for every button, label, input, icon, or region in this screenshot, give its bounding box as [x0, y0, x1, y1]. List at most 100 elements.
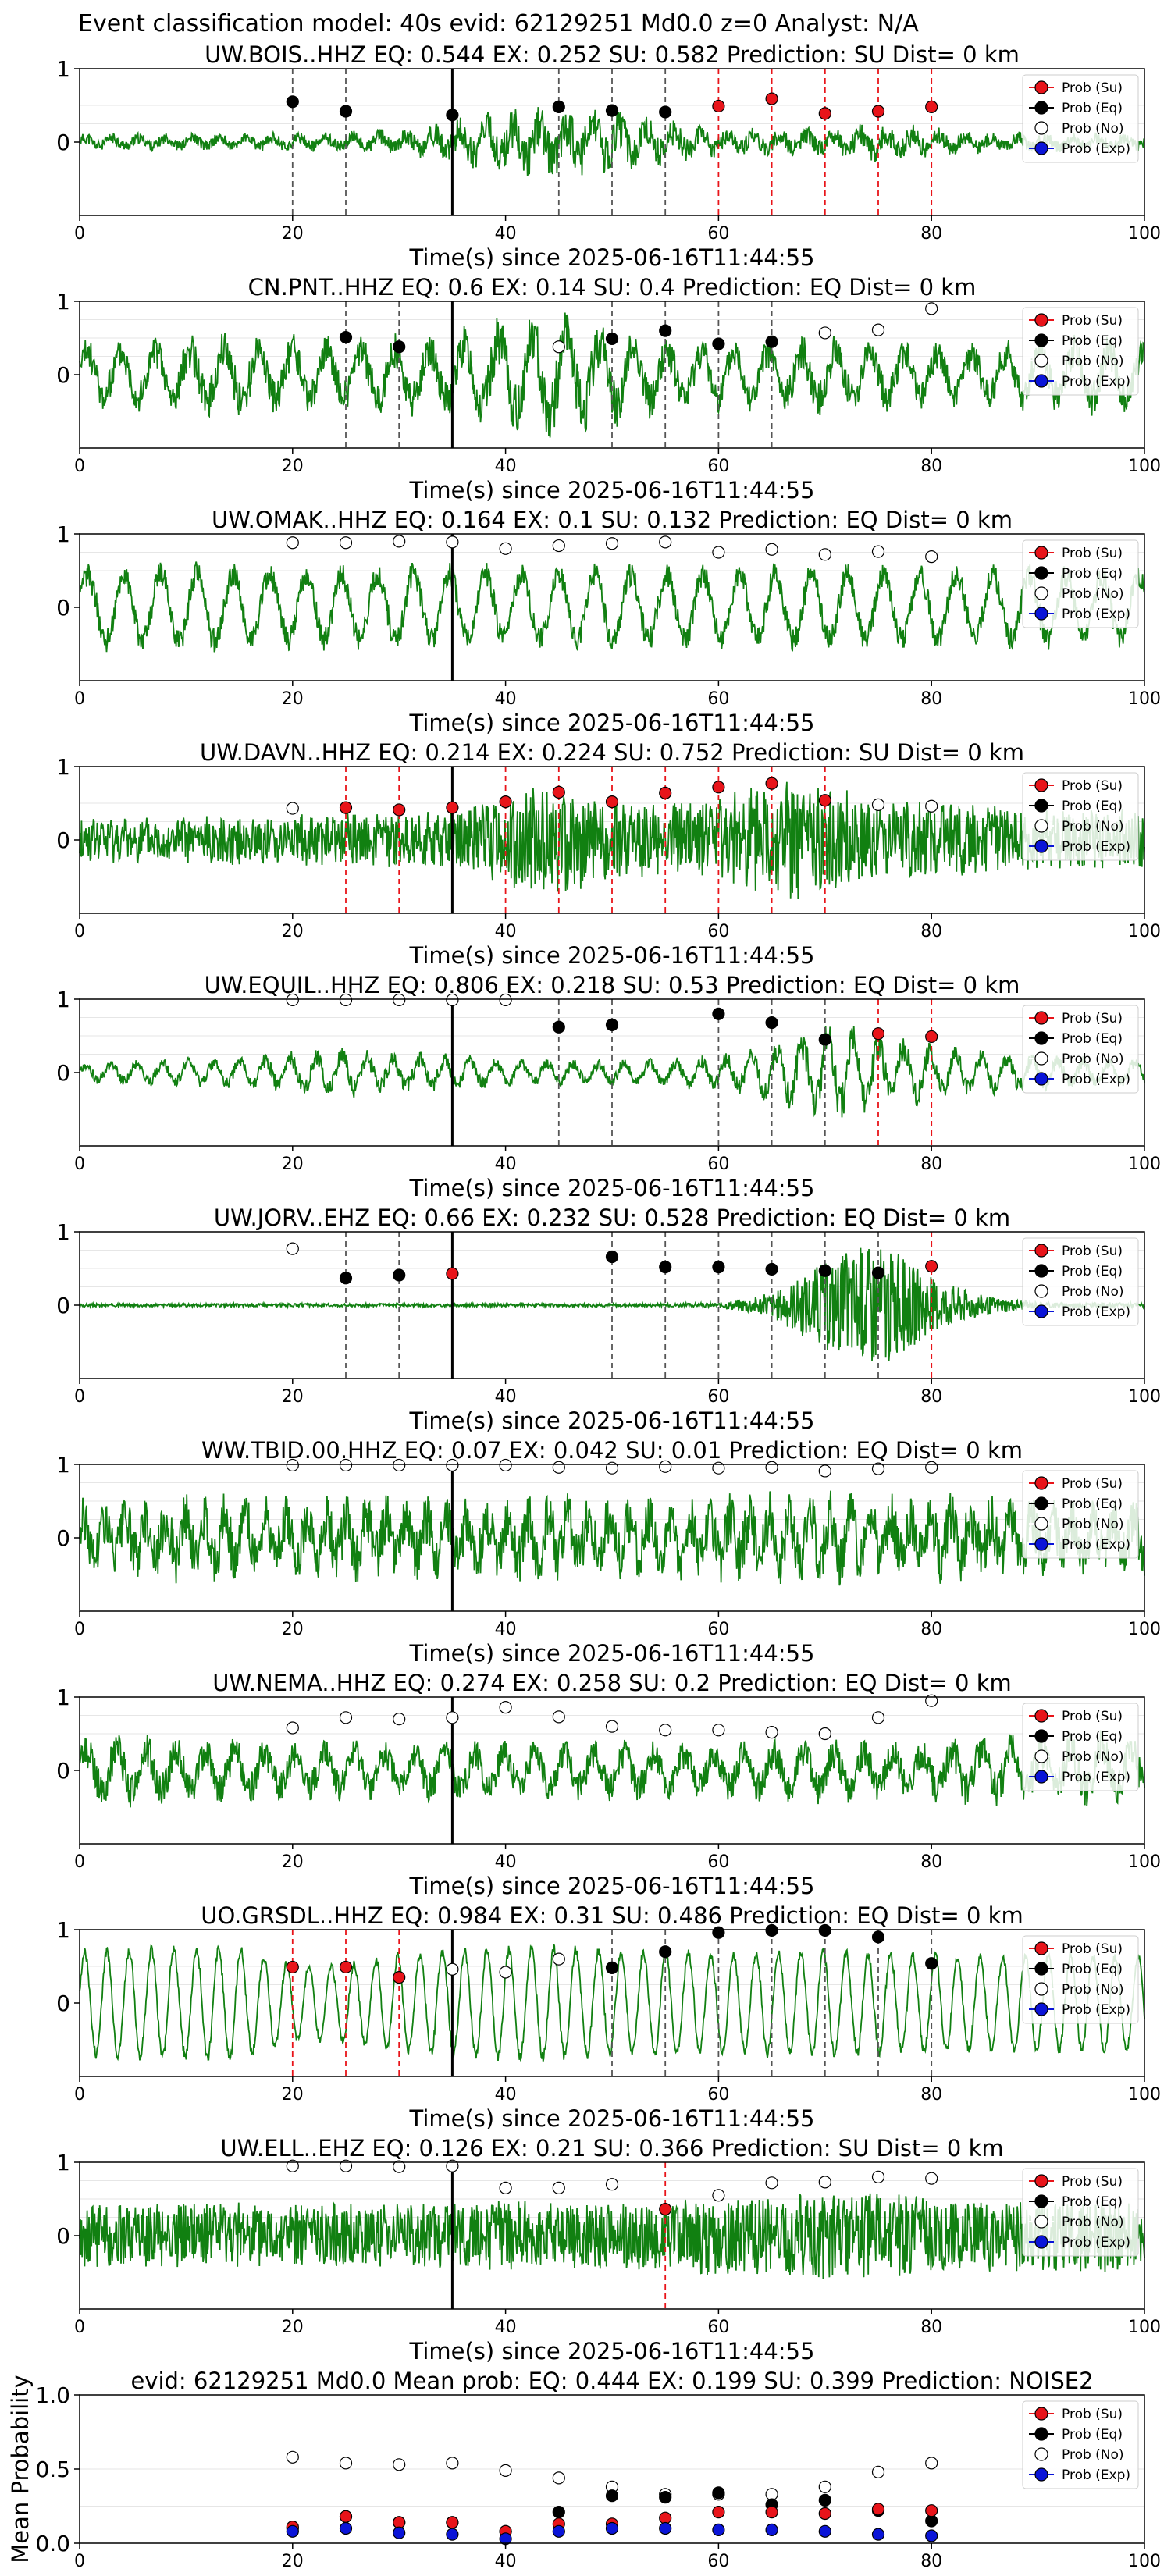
mean-marker-eq	[712, 2486, 725, 2500]
x-tick-label: 40	[495, 2085, 517, 2105]
prob-marker-no	[339, 1458, 353, 1472]
x-tick-label: 20	[282, 2318, 304, 2337]
x-axis-label: Time(s) since 2025-06-16T11:44:55	[409, 1640, 815, 1667]
prob-marker-su	[712, 781, 725, 794]
prob-marker-no	[393, 1713, 406, 1726]
prob-marker-eq	[818, 1923, 831, 1937]
prob-marker-no	[393, 2160, 406, 2173]
prob-marker-eq	[605, 1961, 619, 1974]
legend-frame	[1022, 2168, 1139, 2257]
mean-panel: 0 20 40 60 80 100 1.0 0.5 0.0 evid: 62129251 Md0.…	[7, 2368, 1161, 2571]
x-tick-label: 60	[707, 2552, 729, 2571]
mean-marker-su	[925, 2504, 938, 2517]
mean-marker-no	[552, 2471, 565, 2485]
mean-marker-no	[286, 2450, 299, 2464]
prob-marker-no	[499, 1966, 512, 1979]
prob-marker-no	[286, 993, 299, 1007]
prob-marker-no	[446, 993, 459, 1007]
legend-marker-no	[1034, 1517, 1048, 1531]
legend-marker-exp	[1034, 1537, 1048, 1551]
legend-marker-su	[1034, 1941, 1048, 1955]
prob-marker-no	[446, 2159, 459, 2172]
prob-marker-eq	[765, 1016, 778, 1030]
prob-marker-no	[871, 1462, 885, 1475]
panel-title: UW.OMAK..HHZ EQ: 0.164 EX: 0.1 SU: 0.132…	[212, 507, 1013, 533]
legend-marker-su	[1034, 80, 1048, 94]
legend-marker-exp	[1034, 374, 1048, 388]
panel-title: UO.GRSDL..HHZ EQ: 0.984 EX: 0.31 SU: 0.4…	[201, 1902, 1023, 1929]
panel-title: UW.NEMA..HHZ EQ: 0.274 EX: 0.258 SU: 0.2…	[212, 1670, 1012, 1696]
legend-label-exp: Prob (Exp)	[1062, 607, 1130, 622]
legend-frame	[1022, 307, 1139, 396]
prob-marker-no	[712, 1461, 725, 1475]
legend: Prob (Su) Prob (Eq) Prob (No) Prob (Exp)	[1022, 539, 1139, 628]
y-tick-label: 1	[56, 754, 70, 780]
legend: Prob (Su) Prob (Eq) Prob (No) Prob (Exp)	[1022, 74, 1139, 163]
mean-marker-eq	[818, 2493, 831, 2507]
prob-marker-su	[871, 105, 885, 118]
prob-marker-eq	[659, 1945, 672, 1959]
legend: Prob (Su) Prob (Eq) Prob (No) Prob (Exp)	[1022, 2400, 1139, 2489]
x-tick-label: 40	[495, 689, 517, 709]
x-tick-label: 20	[282, 457, 304, 476]
mean-marker-no	[818, 2480, 831, 2493]
panel-2: 0 20 40 60 80 100 1 0 UW.OMAK..HHZ EQ: 0.164 EX:…	[56, 507, 1161, 736]
legend-marker-su	[1034, 1476, 1048, 1490]
prob-marker-su	[499, 795, 512, 809]
legend-marker-eq	[1034, 566, 1048, 580]
x-tick-label: 60	[707, 1620, 729, 1639]
legend-marker-su	[1034, 1011, 1048, 1025]
x-tick-label: 100	[1128, 1852, 1161, 1872]
x-axis-label: Time(s) since 2025-06-16T11:44:55	[409, 1175, 815, 1201]
legend-marker-exp	[1034, 2002, 1048, 2016]
legend-marker-no	[1034, 1749, 1048, 1763]
mean-marker-exp	[659, 2521, 672, 2535]
prob-marker-no	[393, 993, 406, 1007]
prob-marker-su	[659, 786, 672, 799]
x-tick-label: 80	[920, 2085, 942, 2105]
legend-label-eq: Prob (Eq)	[1062, 1264, 1123, 1279]
x-axis-label: Time(s) since 2025-06-16T11:44:55	[409, 1407, 815, 1434]
y-tick-label: 1	[56, 521, 70, 547]
mean-marker-exp	[393, 2526, 406, 2539]
waveform-trace	[79, 1247, 1145, 1361]
mean-marker-exp	[339, 2521, 353, 2535]
legend-marker-no	[1034, 2215, 1048, 2229]
panel-9: 0 20 40 60 80 100 1 0 UW.ELL..EHZ EQ: 0.126 EX: …	[56, 2135, 1161, 2364]
legend-label-no: Prob (No)	[1062, 586, 1124, 602]
legend-label-no: Prob (No)	[1062, 1051, 1124, 1067]
prob-marker-no	[765, 1726, 778, 1739]
panel-5: 0 20 40 60 80 100 1 0 UW.JORV..EHZ EQ: 0.66 EX: …	[56, 1204, 1161, 1434]
legend-marker-exp	[1034, 839, 1048, 853]
legend-marker-exp	[1034, 141, 1048, 155]
mean-marker-exp	[712, 2523, 725, 2536]
prob-marker-no	[286, 1242, 299, 1255]
legend-frame	[1022, 1005, 1139, 1094]
figure-title: Event classification model: 40s evid: 62…	[78, 10, 919, 37]
prob-marker-eq	[605, 332, 619, 346]
x-tick-label: 20	[282, 2085, 304, 2105]
x-tick-label: 0	[74, 2085, 85, 2105]
legend: Prob (Su) Prob (Eq) Prob (No) Prob (Exp)	[1022, 1470, 1139, 1559]
x-tick-label: 40	[495, 457, 517, 476]
legend-label-exp: Prob (Exp)	[1062, 2002, 1130, 2018]
prob-marker-eq	[765, 1923, 778, 1937]
legend-marker-eq	[1034, 1962, 1048, 1976]
x-tick-label: 60	[707, 224, 729, 244]
prob-marker-no	[499, 993, 512, 1007]
x-tick-label: 40	[495, 224, 517, 244]
y-tick-label: 1	[56, 1685, 70, 1710]
legend-label-no: Prob (No)	[1062, 819, 1124, 834]
legend-marker-no	[1034, 1284, 1048, 1298]
legend-marker-su	[1034, 546, 1048, 560]
y-tick-label: 0	[56, 362, 70, 388]
x-axis-label: Time(s) since 2025-06-16T11:44:55	[409, 942, 815, 969]
legend-marker-no	[1034, 2447, 1048, 2461]
legend-label-su: Prob (Su)	[1062, 1244, 1123, 1259]
prob-marker-no	[552, 2181, 565, 2194]
legend-label-no: Prob (No)	[1062, 2447, 1124, 2463]
x-tick-label: 60	[707, 2085, 729, 2105]
waveform-trace	[79, 1490, 1145, 1586]
x-axis-label: Time(s) since 2025-06-16T11:44:55	[409, 477, 815, 503]
